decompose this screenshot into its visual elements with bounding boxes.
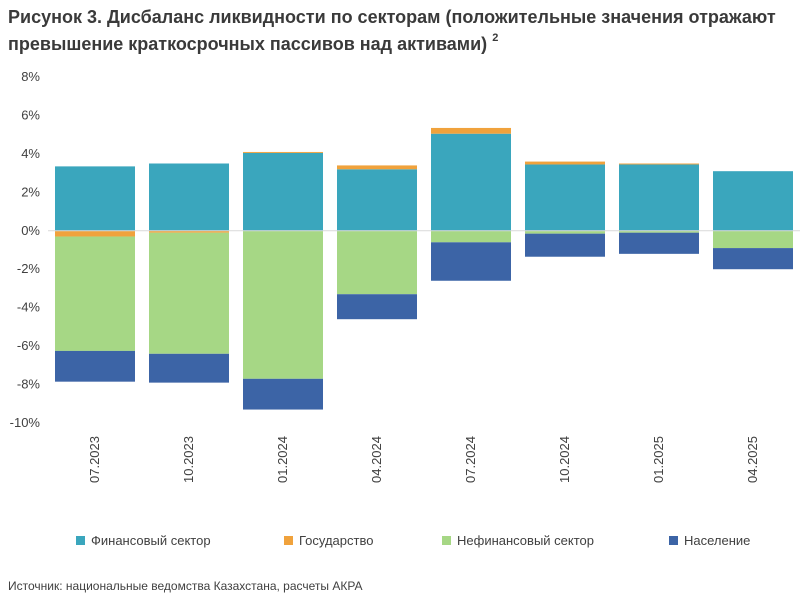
bar-households-07.2024 bbox=[431, 242, 511, 281]
legend: Финансовый сектор Государство Нефинансов… bbox=[0, 533, 800, 551]
bar-finance-01.2025 bbox=[619, 164, 699, 231]
legend-item-nonfinance: Нефинансовый сектор bbox=[442, 533, 594, 548]
legend-label-government: Государство bbox=[299, 533, 374, 548]
stacked-bar-chart: 8% 6% 4% 2% 0% -2% -4% -6% -8% -10% 07.2023 10.202… bbox=[10, 69, 800, 483]
bar-nonfinance-04.2024 bbox=[337, 230, 417, 295]
x-tick-label: 01.2024 bbox=[275, 436, 290, 483]
bar-government-01.2024 bbox=[243, 151, 323, 153]
x-tick-label: 07.2024 bbox=[463, 436, 478, 483]
bar-nonfinance-10.2024 bbox=[525, 230, 605, 234]
y-tick-label: 8% bbox=[21, 69, 40, 84]
bar-nonfinance-01.2024 bbox=[243, 230, 323, 379]
bar-nonfinance-01.2025 bbox=[619, 230, 699, 233]
legend-label-nonfinance: Нефинансовый сектор bbox=[457, 533, 594, 548]
y-tick-label: -8% bbox=[17, 377, 41, 392]
bars-group bbox=[55, 127, 793, 410]
legend-label-households: Население bbox=[684, 533, 751, 548]
bar-nonfinance-10.2023 bbox=[149, 232, 229, 354]
bar-government-04.2024 bbox=[337, 165, 417, 170]
legend-swatch-households bbox=[669, 536, 678, 545]
bar-finance-01.2024 bbox=[243, 152, 323, 231]
legend-swatch-nonfinance bbox=[442, 536, 451, 545]
y-tick-label: 6% bbox=[21, 107, 40, 122]
bar-households-01.2024 bbox=[243, 378, 323, 410]
bar-households-10.2023 bbox=[149, 353, 229, 383]
y-tick-label: -6% bbox=[17, 338, 41, 353]
x-axis: 07.2023 10.2023 01.2024 04.2024 07.2024 10.20… bbox=[87, 436, 760, 483]
y-tick-label: 2% bbox=[21, 184, 40, 199]
legend-label-finance: Финансовый сектор bbox=[91, 533, 211, 548]
x-tick-label: 10.2024 bbox=[557, 436, 572, 483]
bar-finance-04.2024 bbox=[337, 169, 417, 231]
bar-households-04.2025 bbox=[713, 248, 793, 270]
y-tick-label: 4% bbox=[21, 146, 40, 161]
x-tick-label: 04.2024 bbox=[369, 436, 384, 483]
bar-government-01.2025 bbox=[619, 163, 699, 165]
chart-title: Рисунок 3. Дисбаланс ликвидности по сект… bbox=[8, 6, 792, 56]
bar-finance-07.2024 bbox=[431, 133, 511, 231]
bar-nonfinance-04.2025 bbox=[713, 230, 793, 249]
x-tick-label: 07.2023 bbox=[87, 436, 102, 483]
bar-government-07.2023 bbox=[55, 230, 135, 237]
y-tick-label: -10% bbox=[10, 415, 41, 430]
y-tick-label: -2% bbox=[17, 261, 41, 276]
legend-item-households: Население bbox=[669, 533, 750, 548]
bar-finance-10.2023 bbox=[149, 163, 229, 231]
legend-item-government: Государство bbox=[284, 533, 373, 548]
bar-finance-10.2024 bbox=[525, 164, 605, 231]
legend-swatch-government bbox=[284, 536, 293, 545]
bar-finance-07.2023 bbox=[55, 166, 135, 231]
bar-households-07.2023 bbox=[55, 350, 135, 382]
bar-nonfinance-07.2023 bbox=[55, 236, 135, 351]
x-tick-label: 04.2025 bbox=[745, 436, 760, 483]
chart-title-text: Рисунок 3. Дисбаланс ликвидности по сект… bbox=[8, 7, 776, 54]
x-tick-label: 01.2025 bbox=[651, 436, 666, 483]
bar-finance-04.2025 bbox=[713, 171, 793, 231]
legend-item-finance: Финансовый сектор bbox=[76, 533, 211, 548]
title-footnote: 2 bbox=[492, 32, 499, 44]
y-tick-label: -4% bbox=[17, 300, 41, 315]
y-tick-label: 0% bbox=[21, 223, 40, 238]
bar-households-10.2024 bbox=[525, 233, 605, 257]
legend-swatch-finance bbox=[76, 536, 85, 545]
bar-nonfinance-07.2024 bbox=[431, 230, 511, 243]
bar-households-01.2025 bbox=[619, 232, 699, 254]
source-note: Источник: национальные ведомства Казахст… bbox=[8, 579, 363, 593]
bar-government-10.2024 bbox=[525, 161, 605, 165]
bar-government-07.2024 bbox=[431, 127, 511, 134]
x-tick-label: 10.2023 bbox=[181, 436, 196, 483]
bar-government-10.2023 bbox=[149, 230, 229, 233]
bar-households-04.2024 bbox=[337, 294, 417, 320]
y-axis: 8% 6% 4% 2% 0% -2% -4% -6% -8% -10% bbox=[10, 69, 41, 430]
